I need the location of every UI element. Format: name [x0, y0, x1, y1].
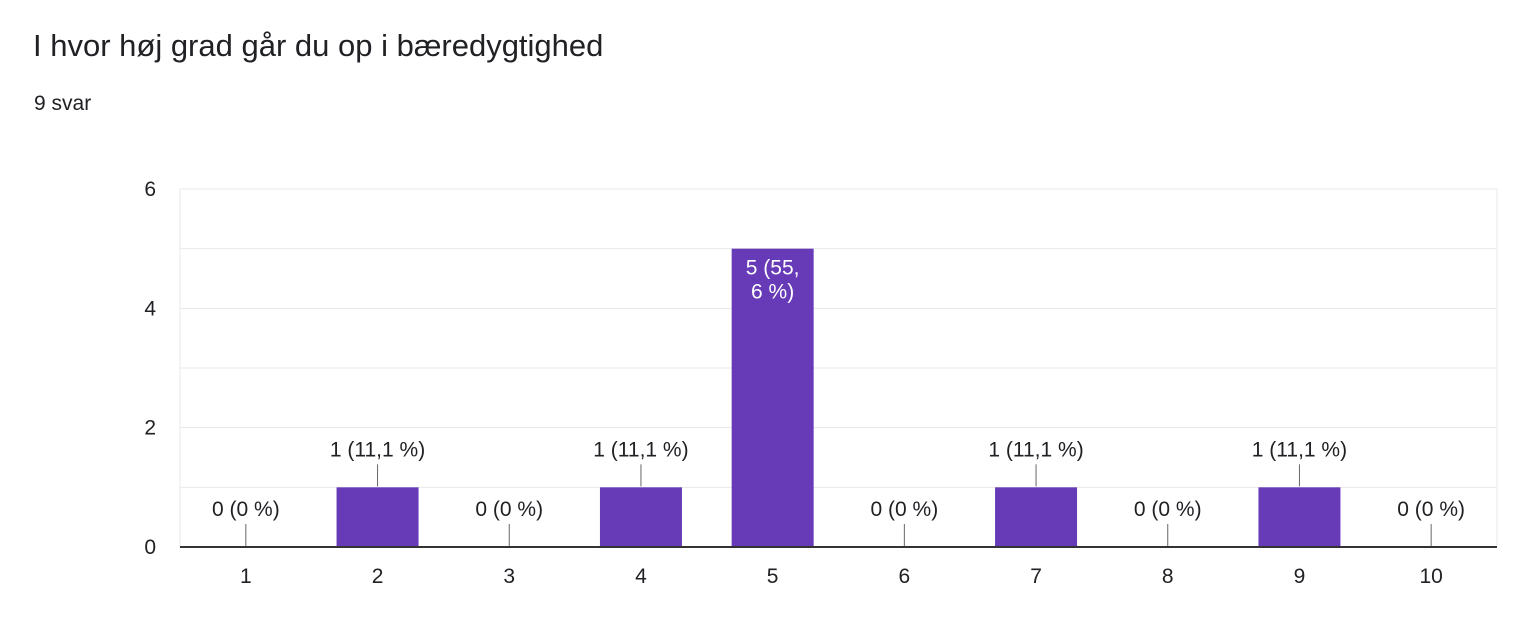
bar: [336, 487, 419, 547]
data-label: 1 (11,1 %): [593, 438, 688, 461]
x-tick-label: 5: [767, 565, 779, 588]
x-tick-label: 4: [635, 565, 647, 588]
x-tick-label: 8: [1162, 565, 1174, 588]
chart-title: I hvor høj grad går du op i bæredygtighe…: [33, 28, 604, 63]
x-tick-label: 9: [1294, 565, 1306, 588]
data-label: 5 (55, 6 %): [746, 257, 800, 304]
data-label: 0 (0 %): [475, 498, 543, 521]
response-count: 9 svar: [34, 92, 92, 115]
y-tick-label: 6: [144, 178, 156, 201]
x-tick-label: 7: [1030, 565, 1042, 588]
x-tick-label: 3: [503, 565, 515, 588]
data-label: 0 (0 %): [1397, 498, 1465, 521]
x-tick-label: 1: [240, 565, 252, 588]
data-label: 1 (11,1 %): [988, 438, 1083, 461]
data-label: 1 (11,1 %): [1252, 438, 1347, 461]
data-label: 1 (11,1 %): [330, 438, 425, 461]
y-tick-label: 2: [144, 417, 156, 440]
y-tick-label: 0: [144, 536, 156, 559]
data-label: 0 (0 %): [871, 498, 939, 521]
x-tick-label: 2: [372, 565, 384, 588]
x-tick-label: 10: [1419, 565, 1442, 588]
bar: [995, 487, 1078, 547]
data-label: 0 (0 %): [212, 498, 280, 521]
bar: [731, 248, 814, 547]
data-label: 0 (0 %): [1134, 498, 1202, 521]
bar: [599, 487, 682, 547]
x-tick-label: 6: [899, 565, 911, 588]
y-tick-label: 4: [144, 297, 156, 320]
bar: [1258, 487, 1341, 547]
